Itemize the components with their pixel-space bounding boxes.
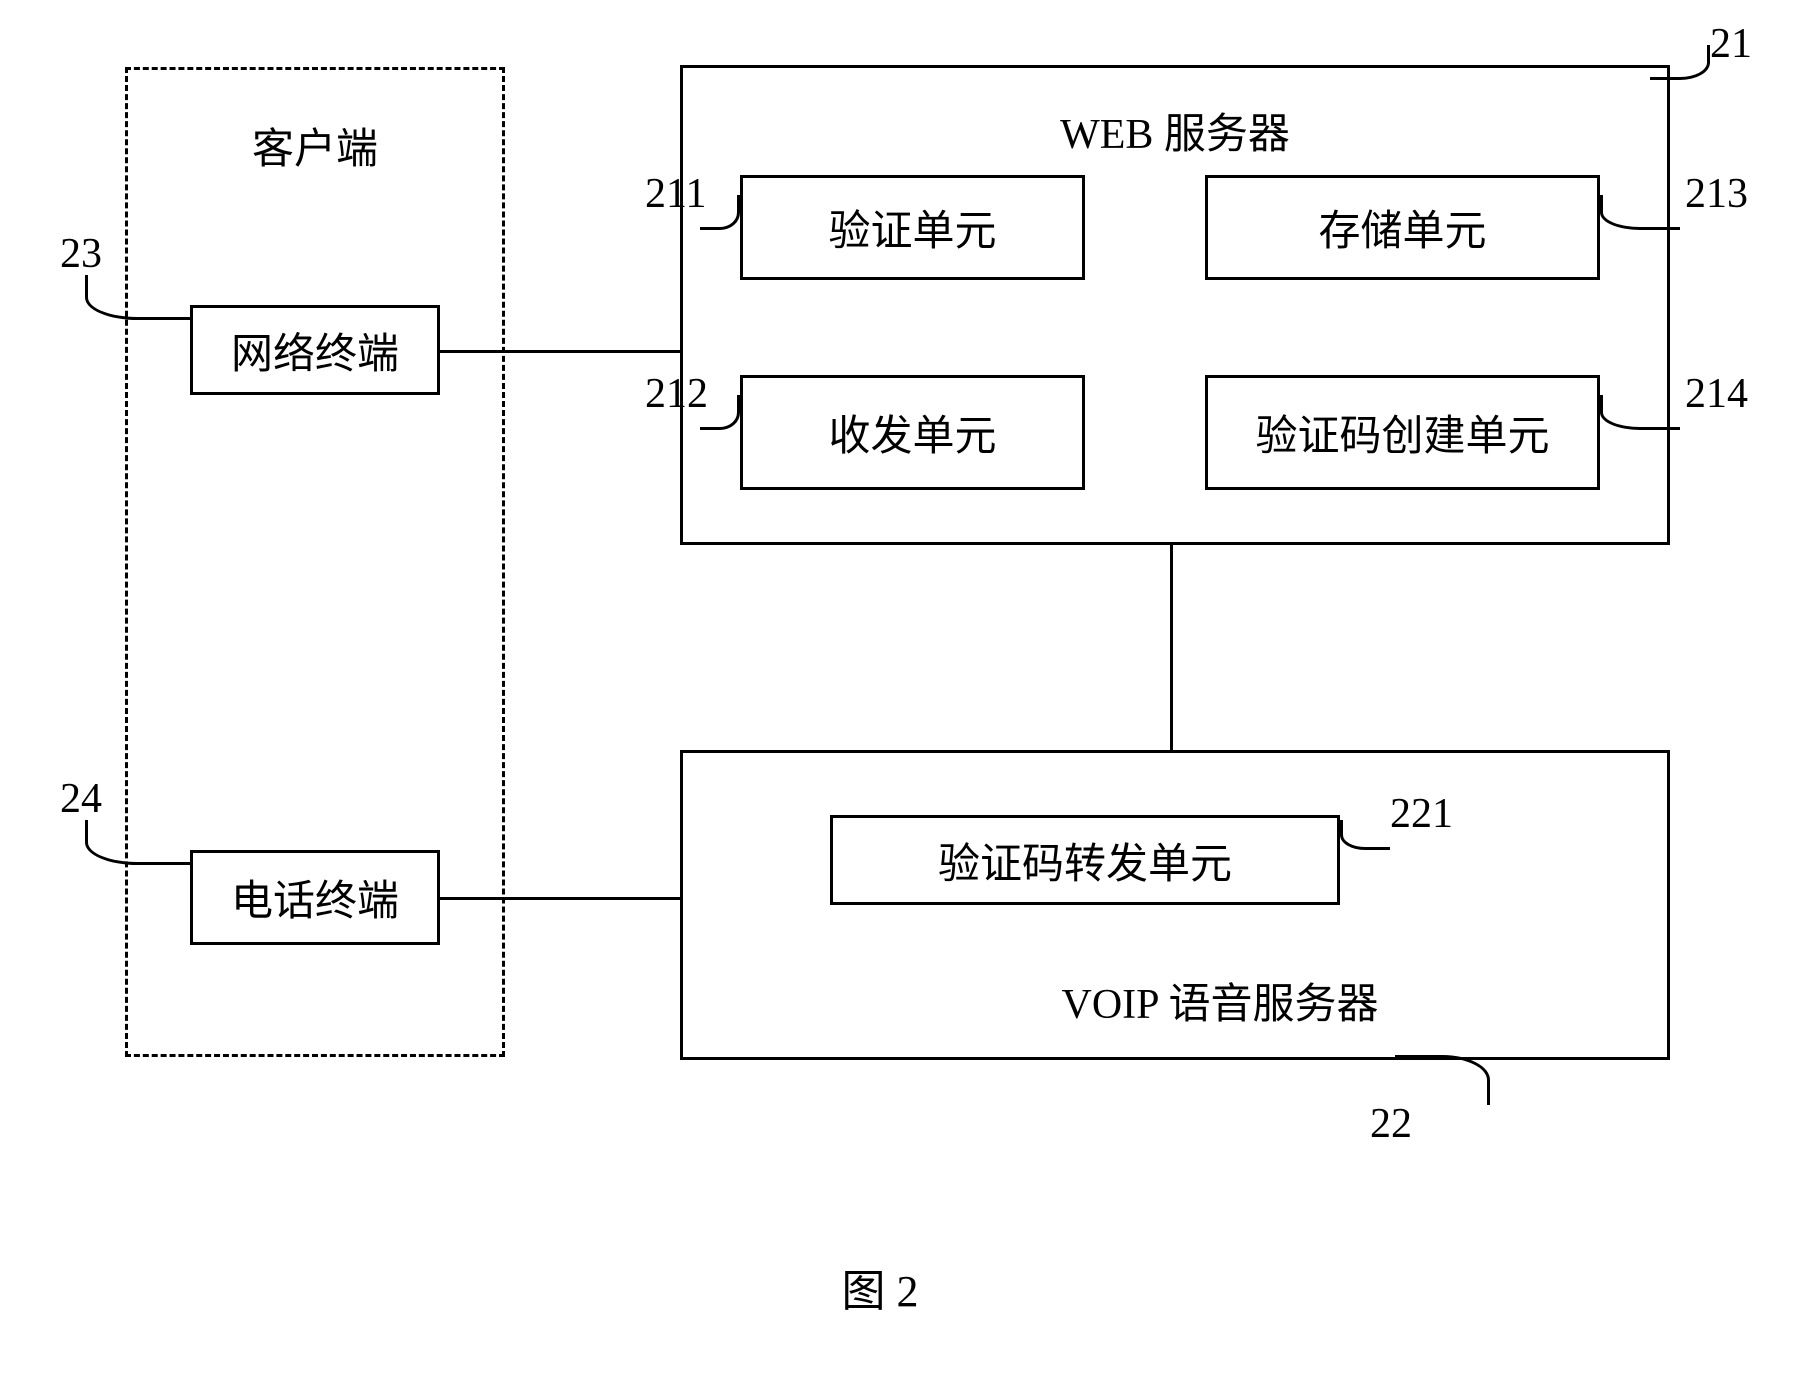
transceiver-unit-box: 收发单元 — [740, 375, 1085, 490]
ref-213: 213 — [1685, 170, 1748, 218]
web-server-label: WEB 服务器 — [1020, 100, 1330, 161]
ref-212: 212 — [645, 370, 708, 418]
leader-24 — [85, 820, 190, 865]
code-create-unit-label: 验证码创建单元 — [1255, 402, 1549, 463]
block-diagram: 客户端 网络终端 电话终端 WEB 服务器 验证单元 存储单元 收发单元 验证码… — [0, 0, 1808, 1382]
edge-web-to-voip — [1170, 545, 1173, 750]
ref-24: 24 — [60, 775, 102, 823]
edge-phone-to-voip — [440, 897, 680, 900]
network-terminal-box: 网络终端 — [190, 305, 440, 395]
phone-terminal-box: 电话终端 — [190, 850, 440, 945]
ref-221: 221 — [1390, 790, 1453, 838]
leader-21 — [1650, 45, 1710, 80]
code-forward-unit-label: 验证码转发单元 — [938, 830, 1232, 891]
transceiver-unit-label: 收发单元 — [828, 402, 996, 463]
storage-unit-label: 存储单元 — [1318, 197, 1486, 258]
leader-213 — [1600, 195, 1680, 230]
ref-21: 21 — [1710, 20, 1752, 68]
network-terminal-label: 网络终端 — [231, 320, 399, 381]
verify-unit-label: 验证单元 — [828, 197, 996, 258]
ref-211: 211 — [645, 170, 706, 218]
edge-network-to-web — [440, 350, 680, 353]
storage-unit-box: 存储单元 — [1205, 175, 1600, 280]
code-forward-unit-box: 验证码转发单元 — [830, 815, 1340, 905]
leader-221 — [1340, 820, 1390, 850]
code-create-unit-box: 验证码创建单元 — [1205, 375, 1600, 490]
leader-212 — [700, 395, 740, 430]
voip-server-label: VOIP 语音服务器 — [1020, 970, 1420, 1031]
ref-22: 22 — [1370, 1100, 1412, 1148]
client-label: 客户端 — [240, 115, 390, 176]
leader-22 — [1395, 1055, 1490, 1105]
leader-211 — [700, 195, 740, 230]
ref-214: 214 — [1685, 370, 1748, 418]
leader-23 — [85, 275, 190, 320]
leader-214 — [1600, 395, 1680, 430]
figure-caption: 图 2 — [820, 1255, 940, 1319]
phone-terminal-label: 电话终端 — [231, 867, 399, 928]
verify-unit-box: 验证单元 — [740, 175, 1085, 280]
ref-23: 23 — [60, 230, 102, 278]
